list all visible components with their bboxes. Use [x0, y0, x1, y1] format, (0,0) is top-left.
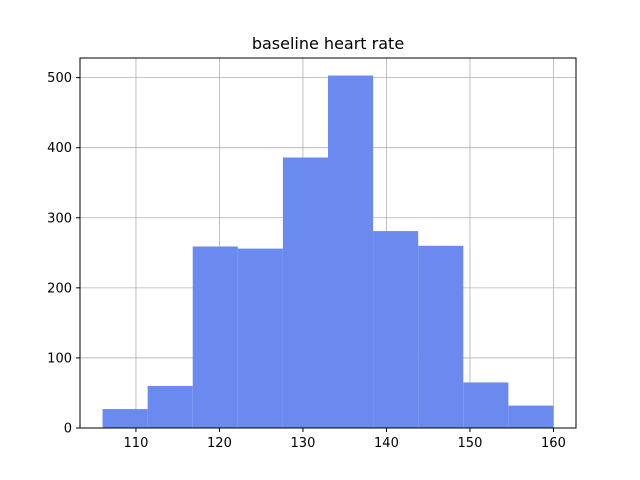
histogram-bar: [102, 409, 148, 428]
chart-title: baseline heart rate: [252, 34, 404, 53]
histogram-bar: [192, 246, 238, 428]
y-tick-label: 200: [47, 281, 72, 296]
histogram-bars: [102, 75, 554, 429]
x-tick-label: 120: [207, 436, 232, 451]
histogram-bar: [147, 385, 193, 428]
plot-frame: [79, 57, 577, 429]
x-tick-label: 150: [458, 436, 483, 451]
x-tick-label: 140: [374, 436, 399, 451]
x-tick-label: 130: [291, 436, 316, 451]
histogram-bar: [373, 231, 419, 428]
x-axis: 110 120 130 140 150 160: [124, 428, 566, 451]
histogram-bar: [282, 157, 328, 428]
y-tick-label: 0: [64, 422, 72, 437]
plot-border: [79, 57, 577, 429]
y-tick-label: 300: [47, 211, 72, 226]
y-axis: 0 100 200 300 400 500: [47, 71, 80, 437]
histogram-bar: [463, 382, 509, 428]
y-tick-label: 100: [47, 351, 72, 366]
y-tick-label: 500: [47, 71, 72, 86]
histogram-bar: [328, 75, 374, 429]
histogram-bar: [508, 405, 554, 428]
x-tick-label: 160: [541, 436, 566, 451]
y-tick-label: 400: [47, 141, 72, 156]
histogram-bar: [418, 245, 464, 428]
x-tick-label: 110: [124, 436, 149, 451]
histogram-bar: [237, 248, 283, 428]
